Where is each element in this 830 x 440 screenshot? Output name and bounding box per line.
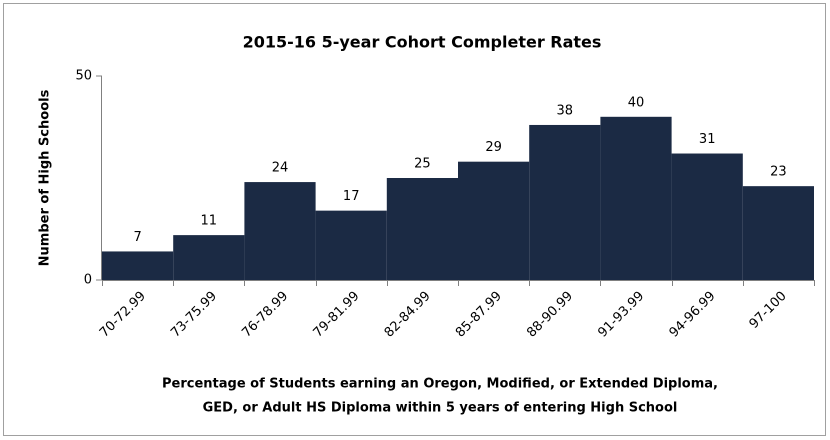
data-label: 29 (485, 140, 502, 155)
bar (386, 178, 458, 280)
bar (671, 153, 743, 280)
data-label: 38 (557, 103, 574, 118)
data-label: 7 (133, 230, 141, 245)
data-label: 23 (770, 165, 787, 180)
bar (102, 251, 174, 280)
data-label: 40 (628, 95, 645, 110)
bar (244, 182, 316, 280)
bar (458, 161, 530, 280)
data-label: 11 (201, 214, 218, 229)
x-axis-title: GED, or Adult HS Diploma within 5 years … (203, 401, 678, 416)
y-tick-label: 0 (84, 273, 92, 288)
y-tick-label: 50 (75, 69, 92, 84)
bar (600, 116, 672, 280)
bar (315, 210, 387, 280)
chart-title: 2015-16 5-year Cohort Completer Rates (243, 33, 602, 52)
data-label: 24 (272, 161, 289, 176)
bar (742, 186, 814, 280)
y-axis-title: Number of High Schools (38, 89, 53, 266)
bar (173, 235, 245, 280)
bar (529, 124, 601, 281)
data-label: 17 (343, 189, 360, 204)
data-label: 25 (414, 157, 431, 172)
data-label: 31 (699, 132, 716, 147)
x-axis-title: Percentage of Students earning an Oregon… (162, 377, 718, 392)
